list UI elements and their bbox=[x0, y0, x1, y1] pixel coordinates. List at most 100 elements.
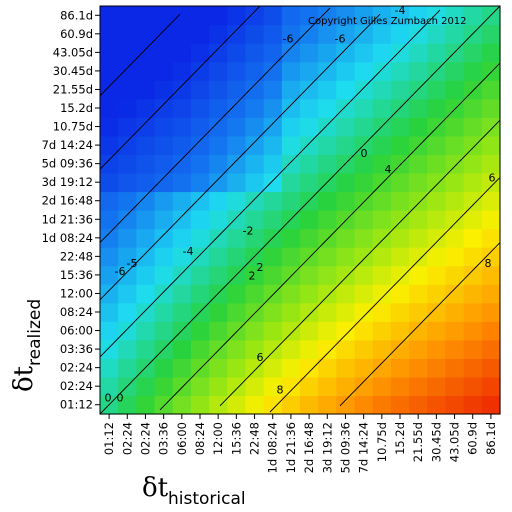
heatmap-cell bbox=[154, 24, 174, 44]
heatmap-cell bbox=[390, 302, 410, 322]
heatmap-cell bbox=[190, 210, 210, 230]
heatmap-cell bbox=[481, 265, 501, 285]
heatmap-cell bbox=[281, 265, 301, 285]
heatmap-cell bbox=[409, 302, 428, 322]
y-tick-label: 2d 16:48 bbox=[42, 194, 93, 208]
heatmap-cell bbox=[209, 302, 228, 322]
heatmap-cell bbox=[409, 284, 428, 304]
heatmap-cell bbox=[318, 339, 337, 359]
heatmap-cell bbox=[100, 358, 119, 378]
heatmap-cell bbox=[172, 358, 192, 378]
heatmap-cell bbox=[390, 247, 410, 267]
heatmap-cell bbox=[354, 210, 374, 230]
heatmap-cell bbox=[209, 376, 228, 397]
heatmap-cell bbox=[190, 284, 210, 304]
heatmap-cell bbox=[372, 172, 392, 193]
y-axis-subscript: realized bbox=[25, 299, 45, 366]
heatmap-cell bbox=[427, 321, 447, 341]
heatmap-cell bbox=[372, 80, 392, 100]
heatmap-cell bbox=[227, 172, 247, 193]
y-tick-label: 1d 21:36 bbox=[42, 212, 93, 226]
contour-label: 0 bbox=[361, 147, 368, 160]
heatmap-cell bbox=[281, 395, 301, 415]
heatmap-cell bbox=[281, 191, 301, 211]
heatmap-cell bbox=[172, 98, 192, 118]
heatmap-cell bbox=[372, 135, 392, 155]
heatmap-cell bbox=[281, 321, 301, 341]
heatmap-cell bbox=[481, 210, 501, 230]
x-tick-label: 22:48 bbox=[248, 422, 262, 455]
heatmap-cell bbox=[154, 154, 174, 174]
heatmap-cell bbox=[390, 210, 410, 230]
heatmap-cell bbox=[336, 210, 356, 230]
heatmap-cell bbox=[354, 191, 374, 211]
heatmap-cell bbox=[336, 376, 356, 397]
heatmap-cell bbox=[409, 395, 428, 415]
plot-frame bbox=[99, 5, 501, 415]
heatmap-cell bbox=[227, 210, 247, 230]
x-axis-label: δt historical bbox=[142, 473, 246, 509]
heatmap-cell bbox=[245, 358, 265, 378]
heatmap-cell bbox=[227, 154, 247, 174]
heatmap-cell bbox=[245, 265, 265, 285]
heatmap-cell bbox=[318, 98, 337, 118]
heatmap-cell bbox=[100, 376, 119, 397]
y-tick-label: 43.05d bbox=[53, 45, 93, 59]
heatmap-cell bbox=[336, 395, 356, 415]
heatmap-cell bbox=[300, 117, 319, 137]
heatmap-cell bbox=[481, 191, 501, 211]
heatmap-cell bbox=[372, 358, 392, 378]
heatmap-cell bbox=[336, 284, 356, 304]
heatmap-cell bbox=[300, 358, 319, 378]
heatmap-cell bbox=[318, 302, 337, 322]
heatmap-cell bbox=[300, 339, 319, 359]
heatmap-cell bbox=[245, 172, 265, 193]
heatmap-cell bbox=[118, 98, 137, 118]
heatmap-cell bbox=[300, 135, 319, 155]
heatmap-cell bbox=[100, 135, 119, 155]
heatmap-cell bbox=[245, 24, 265, 44]
heatmap-cell bbox=[136, 154, 156, 174]
y-tick-label: 03:36 bbox=[60, 342, 93, 356]
heatmap-cell bbox=[227, 117, 247, 137]
contour-line bbox=[159, 62, 501, 411]
heatmap-cell bbox=[445, 228, 465, 248]
contour-label: 2 bbox=[249, 269, 256, 282]
heatmap-cell bbox=[154, 321, 174, 341]
heatmap-cell bbox=[100, 61, 119, 81]
heatmap-cell bbox=[427, 98, 447, 118]
heatmap-cell bbox=[245, 135, 265, 155]
heatmap-cell bbox=[209, 321, 228, 341]
heatmap-cell bbox=[209, 247, 228, 267]
heatmap-cell bbox=[409, 358, 428, 378]
heatmap-cell bbox=[427, 172, 447, 193]
heatmap-cell bbox=[190, 135, 210, 155]
heatmap-cell bbox=[100, 321, 119, 341]
heatmap-cell bbox=[118, 191, 137, 211]
contour-label: 6 bbox=[489, 171, 496, 184]
heatmap-cell bbox=[136, 43, 156, 63]
heatmap-cell bbox=[372, 302, 392, 322]
contour-label: 0 bbox=[117, 392, 124, 405]
heatmap-cell bbox=[281, 61, 301, 81]
heatmap-cell bbox=[300, 376, 319, 397]
contour-label: -6 bbox=[115, 265, 126, 278]
heatmap-cell bbox=[136, 339, 156, 359]
heatmap-cell bbox=[100, 43, 119, 63]
heatmap-cell bbox=[409, 265, 428, 285]
heatmap-cell bbox=[427, 302, 447, 322]
x-tick-label: 1d 08:24 bbox=[266, 422, 280, 473]
heatmap-cell bbox=[154, 117, 174, 137]
heatmap-cell bbox=[427, 191, 447, 211]
heatmap-cell bbox=[281, 6, 301, 26]
heatmap-cell bbox=[372, 191, 392, 211]
heatmap-cell bbox=[409, 24, 428, 44]
x-tick-label: 01:12 bbox=[102, 422, 116, 455]
contour-line bbox=[99, 5, 501, 415]
heatmap-cell bbox=[209, 210, 228, 230]
heatmap-cell bbox=[409, 43, 428, 63]
contour-label: 6 bbox=[257, 351, 264, 364]
heatmap-cell bbox=[354, 43, 374, 63]
heatmap-cell bbox=[390, 284, 410, 304]
heatmap-cell bbox=[190, 24, 210, 44]
